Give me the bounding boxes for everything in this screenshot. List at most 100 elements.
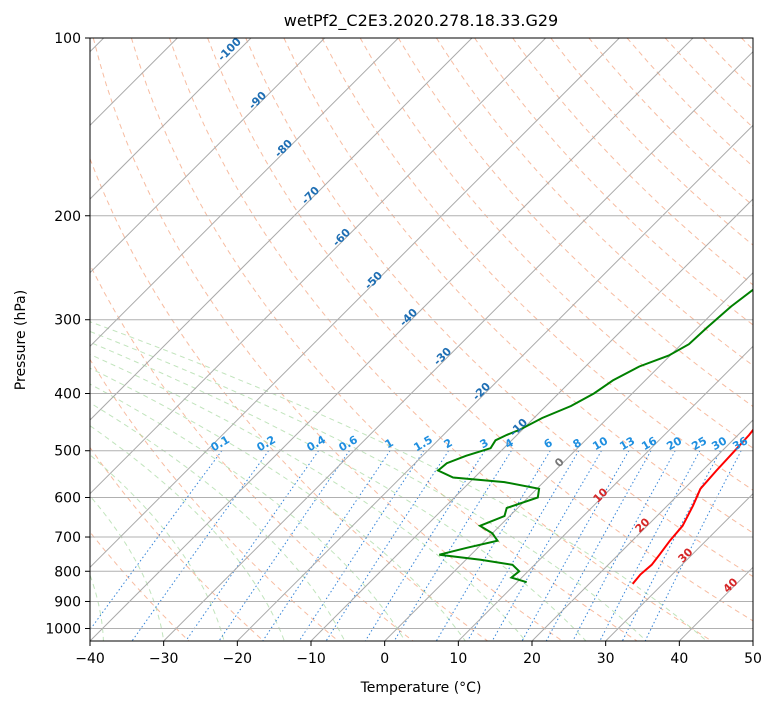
isotherm	[531, 419, 753, 641]
dry-adiabat-label: -70	[299, 184, 322, 207]
series-layer	[436, 288, 753, 585]
mixing-ratio-line	[218, 450, 350, 641]
y-tick-label: 500	[54, 444, 81, 460]
y-tick-label: 200	[54, 209, 81, 225]
temperature-profile	[631, 428, 753, 585]
dry-adiabat	[435, 38, 753, 367]
y-tick-label: 1000	[45, 621, 81, 637]
isotherm	[90, 38, 694, 641]
dry-adiabat-label: 40	[721, 575, 741, 595]
x-tick-label: 0	[380, 651, 389, 667]
mixing-ratio-label: 1	[383, 436, 396, 451]
isotherm	[90, 38, 252, 200]
dry-adiabat-label: 20	[633, 515, 653, 535]
dry-adiabat	[702, 38, 753, 90]
dry-adiabat-label: 30	[676, 545, 696, 565]
mixing-ratio-line	[599, 450, 701, 641]
x-tick-label: −10	[296, 651, 326, 667]
mixing-ratio-line	[364, 450, 486, 641]
dry-adiabat-label: -20	[470, 380, 493, 403]
moist-adiabat	[90, 330, 647, 641]
dry-adiabat	[90, 263, 414, 641]
mixing-ratio-line	[644, 450, 742, 641]
dry-adiabat-label: -40	[397, 306, 420, 329]
isotherm	[90, 38, 326, 274]
moist-adiabat	[90, 341, 587, 641]
mixing-ratio-line	[131, 450, 270, 641]
dewpoint-profile	[436, 288, 753, 584]
isotherm	[605, 492, 753, 641]
dry-adiabat-label: -80	[272, 137, 295, 160]
dry-adiabat	[741, 38, 753, 51]
y-tick-label: 900	[54, 594, 81, 610]
dry-adiabat	[169, 38, 712, 641]
x-tick-label: 20	[523, 651, 541, 667]
x-axis-label: Temperature (°C)	[360, 680, 482, 696]
dry-adiabat	[92, 38, 563, 641]
x-tick-label: 10	[449, 651, 467, 667]
moist-adiabat	[90, 425, 285, 641]
isotherm	[90, 38, 547, 495]
y-axis-label: Pressure (hPa)	[13, 290, 29, 390]
axes: −40 −30 −20 −10 0 10 20 30 40 5010020030040050060…	[45, 31, 762, 667]
x-tick-label: 30	[597, 651, 615, 667]
y-tick-label: 400	[54, 387, 81, 403]
grid	[90, 38, 753, 641]
dry-adiabat-label: 0	[552, 455, 567, 470]
x-tick-label: 50	[744, 651, 762, 667]
isotherm	[752, 640, 753, 641]
y-tick-label: 800	[54, 564, 81, 580]
y-tick-label: 600	[54, 490, 81, 506]
dry-adiabat-label: -50	[362, 269, 385, 292]
mixing-ratio-line	[572, 450, 676, 641]
moist-adiabat	[90, 353, 526, 641]
x-tick-label: −20	[223, 651, 253, 667]
dry-adiabat	[207, 38, 753, 622]
mixing-ratio-line	[325, 450, 450, 641]
dry-adiabat	[130, 38, 638, 641]
moist-adiabat	[90, 495, 165, 641]
background-lines	[90, 38, 753, 641]
mixing-ratio-line	[521, 450, 630, 641]
dry-adiabat	[90, 446, 264, 641]
dry-adiabat	[397, 38, 753, 408]
x-tick-label: −30	[149, 651, 179, 667]
isotherm	[90, 38, 399, 348]
chart-title: wetPf2_C2E3.2020.278.18.33.G29	[284, 11, 558, 31]
moist-adiabat	[90, 383, 406, 641]
dry-adiabat-label: -90	[246, 89, 269, 112]
mixing-ratio-line	[298, 450, 425, 641]
moist-adiabat	[90, 367, 466, 641]
isotherm	[90, 38, 620, 569]
dry-adiabat	[90, 157, 488, 641]
y-tick-label: 700	[54, 530, 81, 546]
y-tick-label: 300	[54, 313, 81, 329]
moist-adiabat	[90, 321, 707, 641]
dry-adiabat-label: 10	[591, 485, 611, 505]
dry-adiabat	[321, 38, 753, 491]
mixing-ratio-line	[90, 450, 223, 631]
dry-adiabat-label: -60	[330, 226, 353, 249]
moist-adiabat	[90, 402, 346, 641]
y-tick-label: 100	[54, 31, 81, 47]
mixing-ratio-line	[435, 450, 551, 641]
isotherm	[384, 271, 753, 641]
dry-adiabat	[90, 358, 339, 641]
plot-frame	[89, 37, 754, 642]
isotherm	[310, 198, 753, 641]
mixing-ratio-line	[491, 450, 602, 641]
mixing-ratio-line	[185, 450, 320, 641]
mixing-ratio-line	[262, 450, 391, 641]
dry-adiabat	[359, 38, 753, 449]
dry-adiabat-label: -10	[507, 416, 530, 439]
isotherm	[163, 50, 753, 641]
dry-adiabat	[512, 38, 753, 286]
isotherm	[236, 124, 753, 641]
mixing-ratio-label: 6	[542, 436, 555, 451]
isotherm	[457, 345, 753, 641]
mixing-ratio-line	[467, 450, 580, 641]
x-tick-label: 40	[670, 651, 688, 667]
moist-adiabat	[90, 454, 225, 641]
